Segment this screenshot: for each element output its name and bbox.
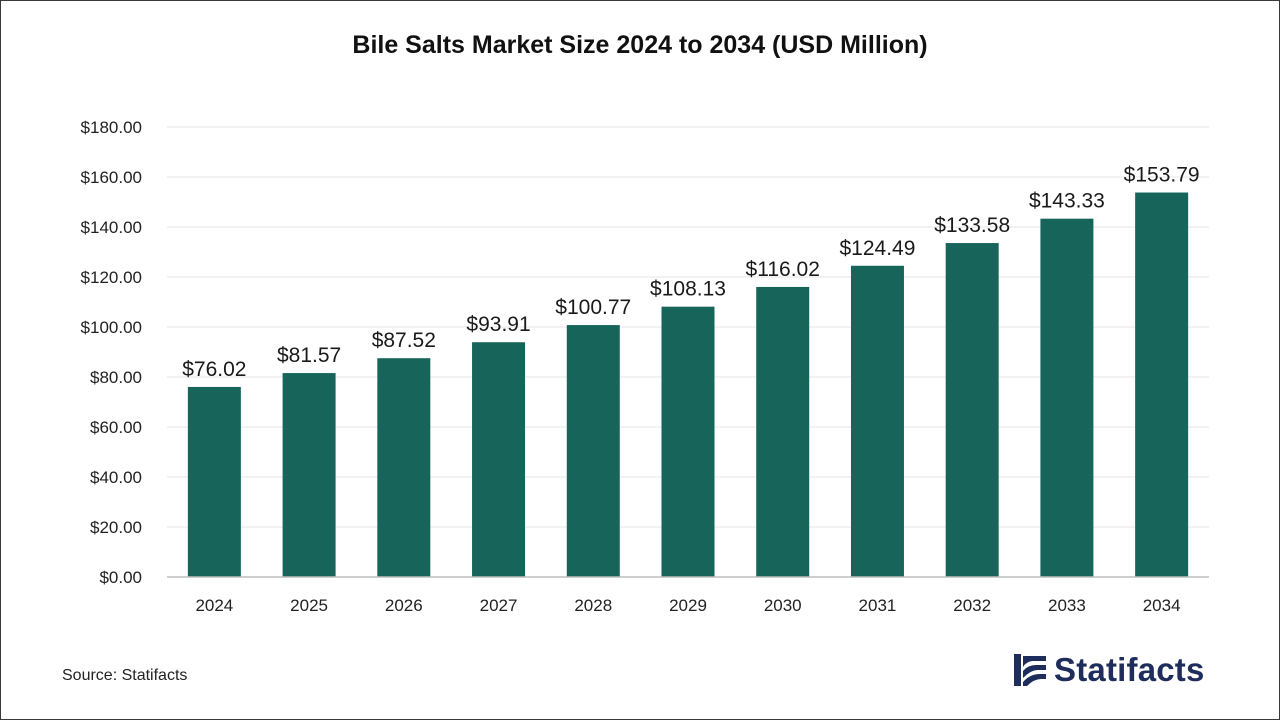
data-label: $93.91 xyxy=(466,313,530,336)
x-tick-label: 2030 xyxy=(764,596,802,615)
data-label: $100.77 xyxy=(555,296,631,319)
y-tick-label: $0.00 xyxy=(99,568,142,587)
data-label: $124.49 xyxy=(839,237,915,260)
chart-title: Bile Salts Market Size 2024 to 2034 (USD… xyxy=(352,31,928,59)
data-label: $108.13 xyxy=(650,278,726,301)
data-label: $116.02 xyxy=(746,258,820,281)
y-tick-label: $120.00 xyxy=(81,268,142,287)
bar xyxy=(282,373,336,577)
source-note: Source: Statifacts xyxy=(62,667,188,684)
data-label: $87.52 xyxy=(372,329,436,352)
bar xyxy=(756,286,810,577)
x-tick-label: 2032 xyxy=(953,596,991,615)
y-tick-label: $40.00 xyxy=(90,468,142,487)
bar xyxy=(661,306,715,577)
x-tick-label: 2025 xyxy=(290,596,328,615)
y-tick-label: $20.00 xyxy=(90,518,142,537)
bar xyxy=(472,342,526,577)
y-tick-label: $100.00 xyxy=(81,318,142,337)
bar xyxy=(566,325,620,577)
bar xyxy=(1040,218,1094,578)
bar xyxy=(187,386,241,577)
data-label: $153.79 xyxy=(1124,164,1200,187)
y-tick-label: $140.00 xyxy=(81,218,142,237)
x-tick-label: 2034 xyxy=(1143,596,1181,615)
x-tick-label: 2024 xyxy=(195,596,233,615)
bar xyxy=(850,265,904,577)
x-tick-label: 2033 xyxy=(1048,596,1086,615)
x-tick-label: 2031 xyxy=(859,596,897,615)
data-label: $76.02 xyxy=(182,358,246,381)
y-tick-label: $160.00 xyxy=(81,168,142,187)
brand-name: Statifacts xyxy=(1054,651,1205,688)
brand-logo: Statifacts xyxy=(1012,651,1205,689)
bar xyxy=(1135,192,1189,577)
y-tick-label: $180.00 xyxy=(81,118,142,137)
x-tick-label: 2029 xyxy=(669,596,707,615)
bar xyxy=(945,243,999,578)
y-tick-label: $60.00 xyxy=(90,418,142,437)
bar xyxy=(377,358,431,577)
data-label: $143.33 xyxy=(1029,190,1105,213)
statifacts-logo-icon xyxy=(1014,654,1046,686)
x-tick-label: 2028 xyxy=(574,596,612,615)
y-tick-label: $80.00 xyxy=(90,368,142,387)
data-label: $133.58 xyxy=(934,214,1010,237)
data-label: $81.57 xyxy=(277,344,341,367)
x-tick-label: 2027 xyxy=(480,596,518,615)
x-tick-label: 2026 xyxy=(385,596,423,615)
